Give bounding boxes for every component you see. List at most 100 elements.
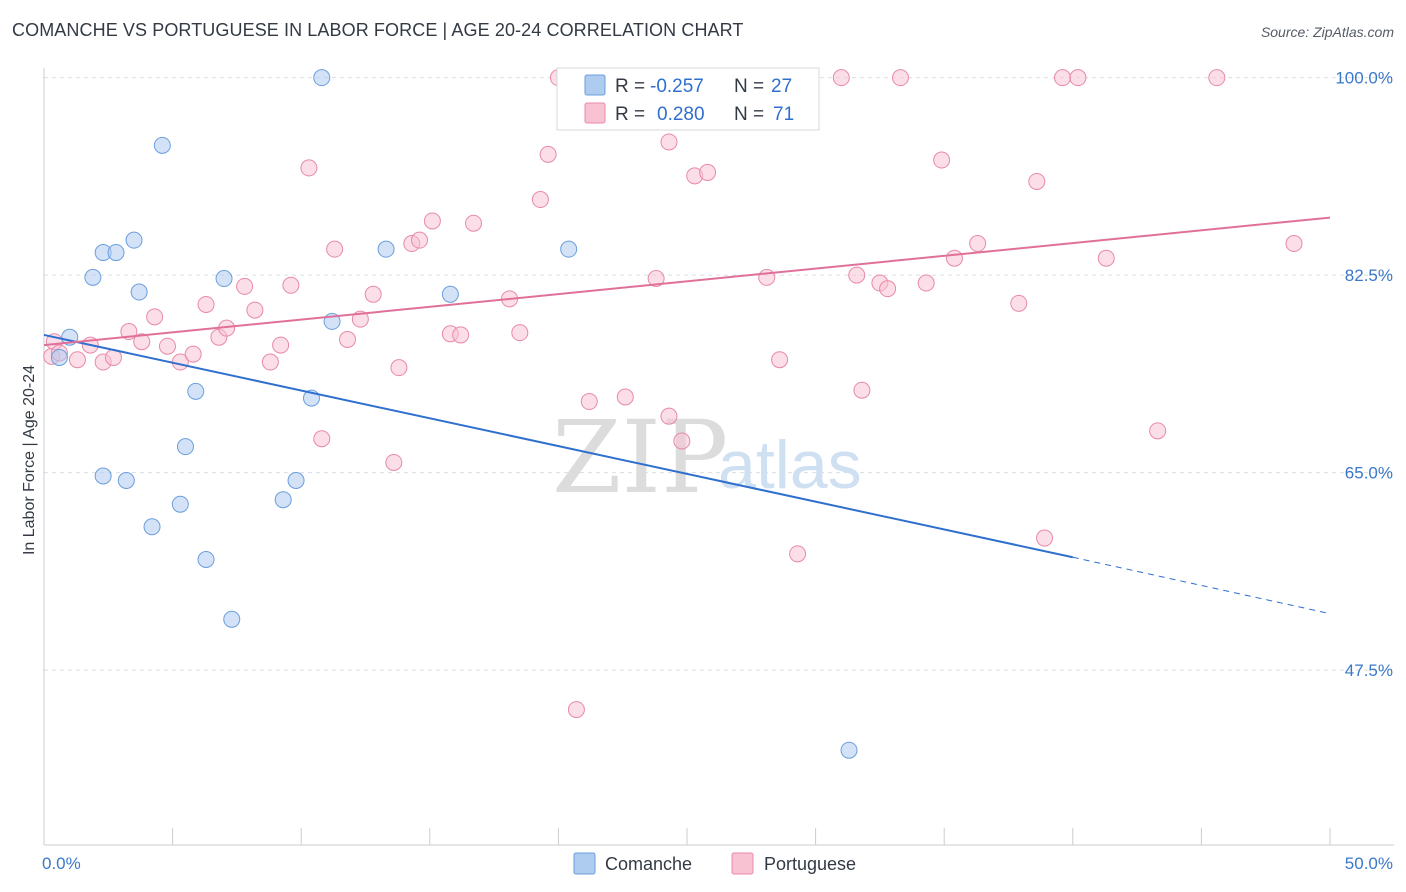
- portuguese-point: [272, 336, 290, 354]
- comanche-point: [215, 270, 233, 288]
- portuguese-point: [848, 266, 866, 284]
- legend-swatch-portuguese: [584, 102, 606, 124]
- watermark: ZIP atlas: [552, 399, 862, 516]
- portuguese-point: [68, 351, 86, 369]
- grid-layer: [44, 77, 1394, 671]
- comanche-point: [171, 495, 189, 513]
- portuguese-point: [197, 295, 215, 313]
- bottom-legend-swatch-comanche: [573, 852, 596, 875]
- portuguese-point: [580, 393, 598, 411]
- portuguese-point: [539, 145, 557, 163]
- watermark-atlas: atlas: [718, 427, 862, 503]
- comanche-point: [84, 268, 102, 286]
- comanche-point: [107, 244, 125, 262]
- portuguese-point: [390, 359, 408, 377]
- comanche-point: [50, 349, 68, 367]
- portuguese-point: [917, 274, 935, 292]
- portuguese-point: [1097, 249, 1115, 267]
- portuguese-point: [282, 276, 300, 294]
- legend-box: R = -0.257 N = 27 R = 0.280 N = 71: [556, 67, 820, 131]
- portuguese-point: [1028, 172, 1046, 190]
- legend-n-value-comanche: 27: [771, 76, 792, 97]
- portuguese-point: [246, 301, 264, 319]
- portuguese-point: [879, 280, 897, 298]
- portuguese-point: [511, 324, 529, 342]
- portuguese-point: [1036, 529, 1054, 547]
- comanche-point: [125, 231, 143, 249]
- portuguese-point: [1208, 69, 1226, 87]
- comanche-point: [117, 472, 135, 490]
- portuguese-point: [465, 214, 483, 232]
- portuguese-point: [789, 545, 807, 563]
- legend-n-label: N =: [734, 76, 764, 97]
- portuguese-point: [385, 453, 403, 471]
- comanche-point: [197, 550, 215, 568]
- legend-row-comanche: R = -0.257 N = 27: [584, 74, 792, 97]
- legend-r-label: R =: [615, 76, 645, 97]
- trend-layer: [43, 216, 1331, 615]
- comanche-point: [187, 382, 205, 400]
- portuguese-point: [364, 285, 382, 303]
- portuguese-point: [969, 235, 987, 253]
- comanche-point: [94, 467, 112, 485]
- portuguese-point: [184, 345, 202, 363]
- axis-layer: [43, 68, 1394, 846]
- portuguese-point: [452, 326, 470, 344]
- portuguese-point: [1010, 294, 1028, 312]
- portuguese-point: [313, 430, 331, 448]
- portuguese-point: [647, 270, 665, 288]
- bottom-legend: Comanche Portuguese: [573, 852, 856, 875]
- comanche-point: [377, 240, 395, 258]
- portuguese-point: [832, 69, 850, 87]
- legend-r-value-portuguese: 0.280: [657, 104, 705, 125]
- portuguese-point: [758, 268, 776, 286]
- portuguese-point: [261, 353, 279, 371]
- legend-r-label: R =: [615, 104, 645, 125]
- portuguese-point: [411, 231, 429, 249]
- portuguese-point: [1285, 235, 1303, 253]
- portuguese-point: [423, 212, 441, 230]
- comanche-point: [223, 610, 241, 628]
- x-tick-labels: 0.0% 50.0%: [42, 854, 1393, 873]
- portuguese-point: [326, 240, 344, 258]
- portuguese-point: [158, 337, 176, 355]
- x-tick-label: 50.0%: [1345, 854, 1393, 873]
- legend-r-value-comanche: -0.257: [650, 76, 704, 97]
- points-layer: [43, 69, 1303, 759]
- comanche-trend-extension: [1072, 556, 1331, 615]
- comanche-point: [153, 136, 171, 154]
- y-tick-label: 100.0%: [1335, 69, 1393, 88]
- comanche-point: [287, 472, 305, 490]
- comanche-point: [313, 69, 331, 87]
- comanche-point: [143, 518, 161, 536]
- comanche-point: [441, 285, 459, 303]
- portuguese-point: [300, 159, 318, 177]
- comanche-point: [130, 283, 148, 301]
- portuguese-point: [351, 310, 369, 328]
- portuguese-point: [236, 277, 254, 295]
- y-tick-label: 65.0%: [1345, 464, 1393, 483]
- chart-title: COMANCHE VS PORTUGUESE IN LABOR FORCE | …: [12, 20, 744, 40]
- portuguese-point: [1149, 422, 1167, 440]
- portuguese-point: [1069, 69, 1087, 87]
- portuguese-point: [673, 432, 691, 450]
- portuguese-point: [616, 388, 634, 406]
- portuguese-point: [699, 163, 717, 181]
- x-tick-label: 0.0%: [42, 854, 81, 873]
- portuguese-point: [133, 333, 151, 351]
- portuguese-point: [945, 249, 963, 267]
- portuguese-point: [933, 151, 951, 169]
- bottom-legend-swatch-portuguese: [731, 852, 754, 875]
- legend-row-portuguese: R = 0.280 N = 71: [584, 102, 794, 125]
- portuguese-point: [1054, 69, 1072, 87]
- y-tick-label: 47.5%: [1345, 661, 1393, 680]
- comanche-point: [274, 491, 292, 509]
- portuguese-point: [146, 308, 164, 326]
- y-tick-label: 82.5%: [1345, 266, 1393, 285]
- bottom-legend-comanche: Comanche: [605, 854, 692, 874]
- comanche-point: [840, 741, 858, 759]
- comanche-trend-line: [43, 333, 1074, 559]
- portuguese-trend-line: [43, 216, 1331, 347]
- portuguese-point: [771, 351, 789, 369]
